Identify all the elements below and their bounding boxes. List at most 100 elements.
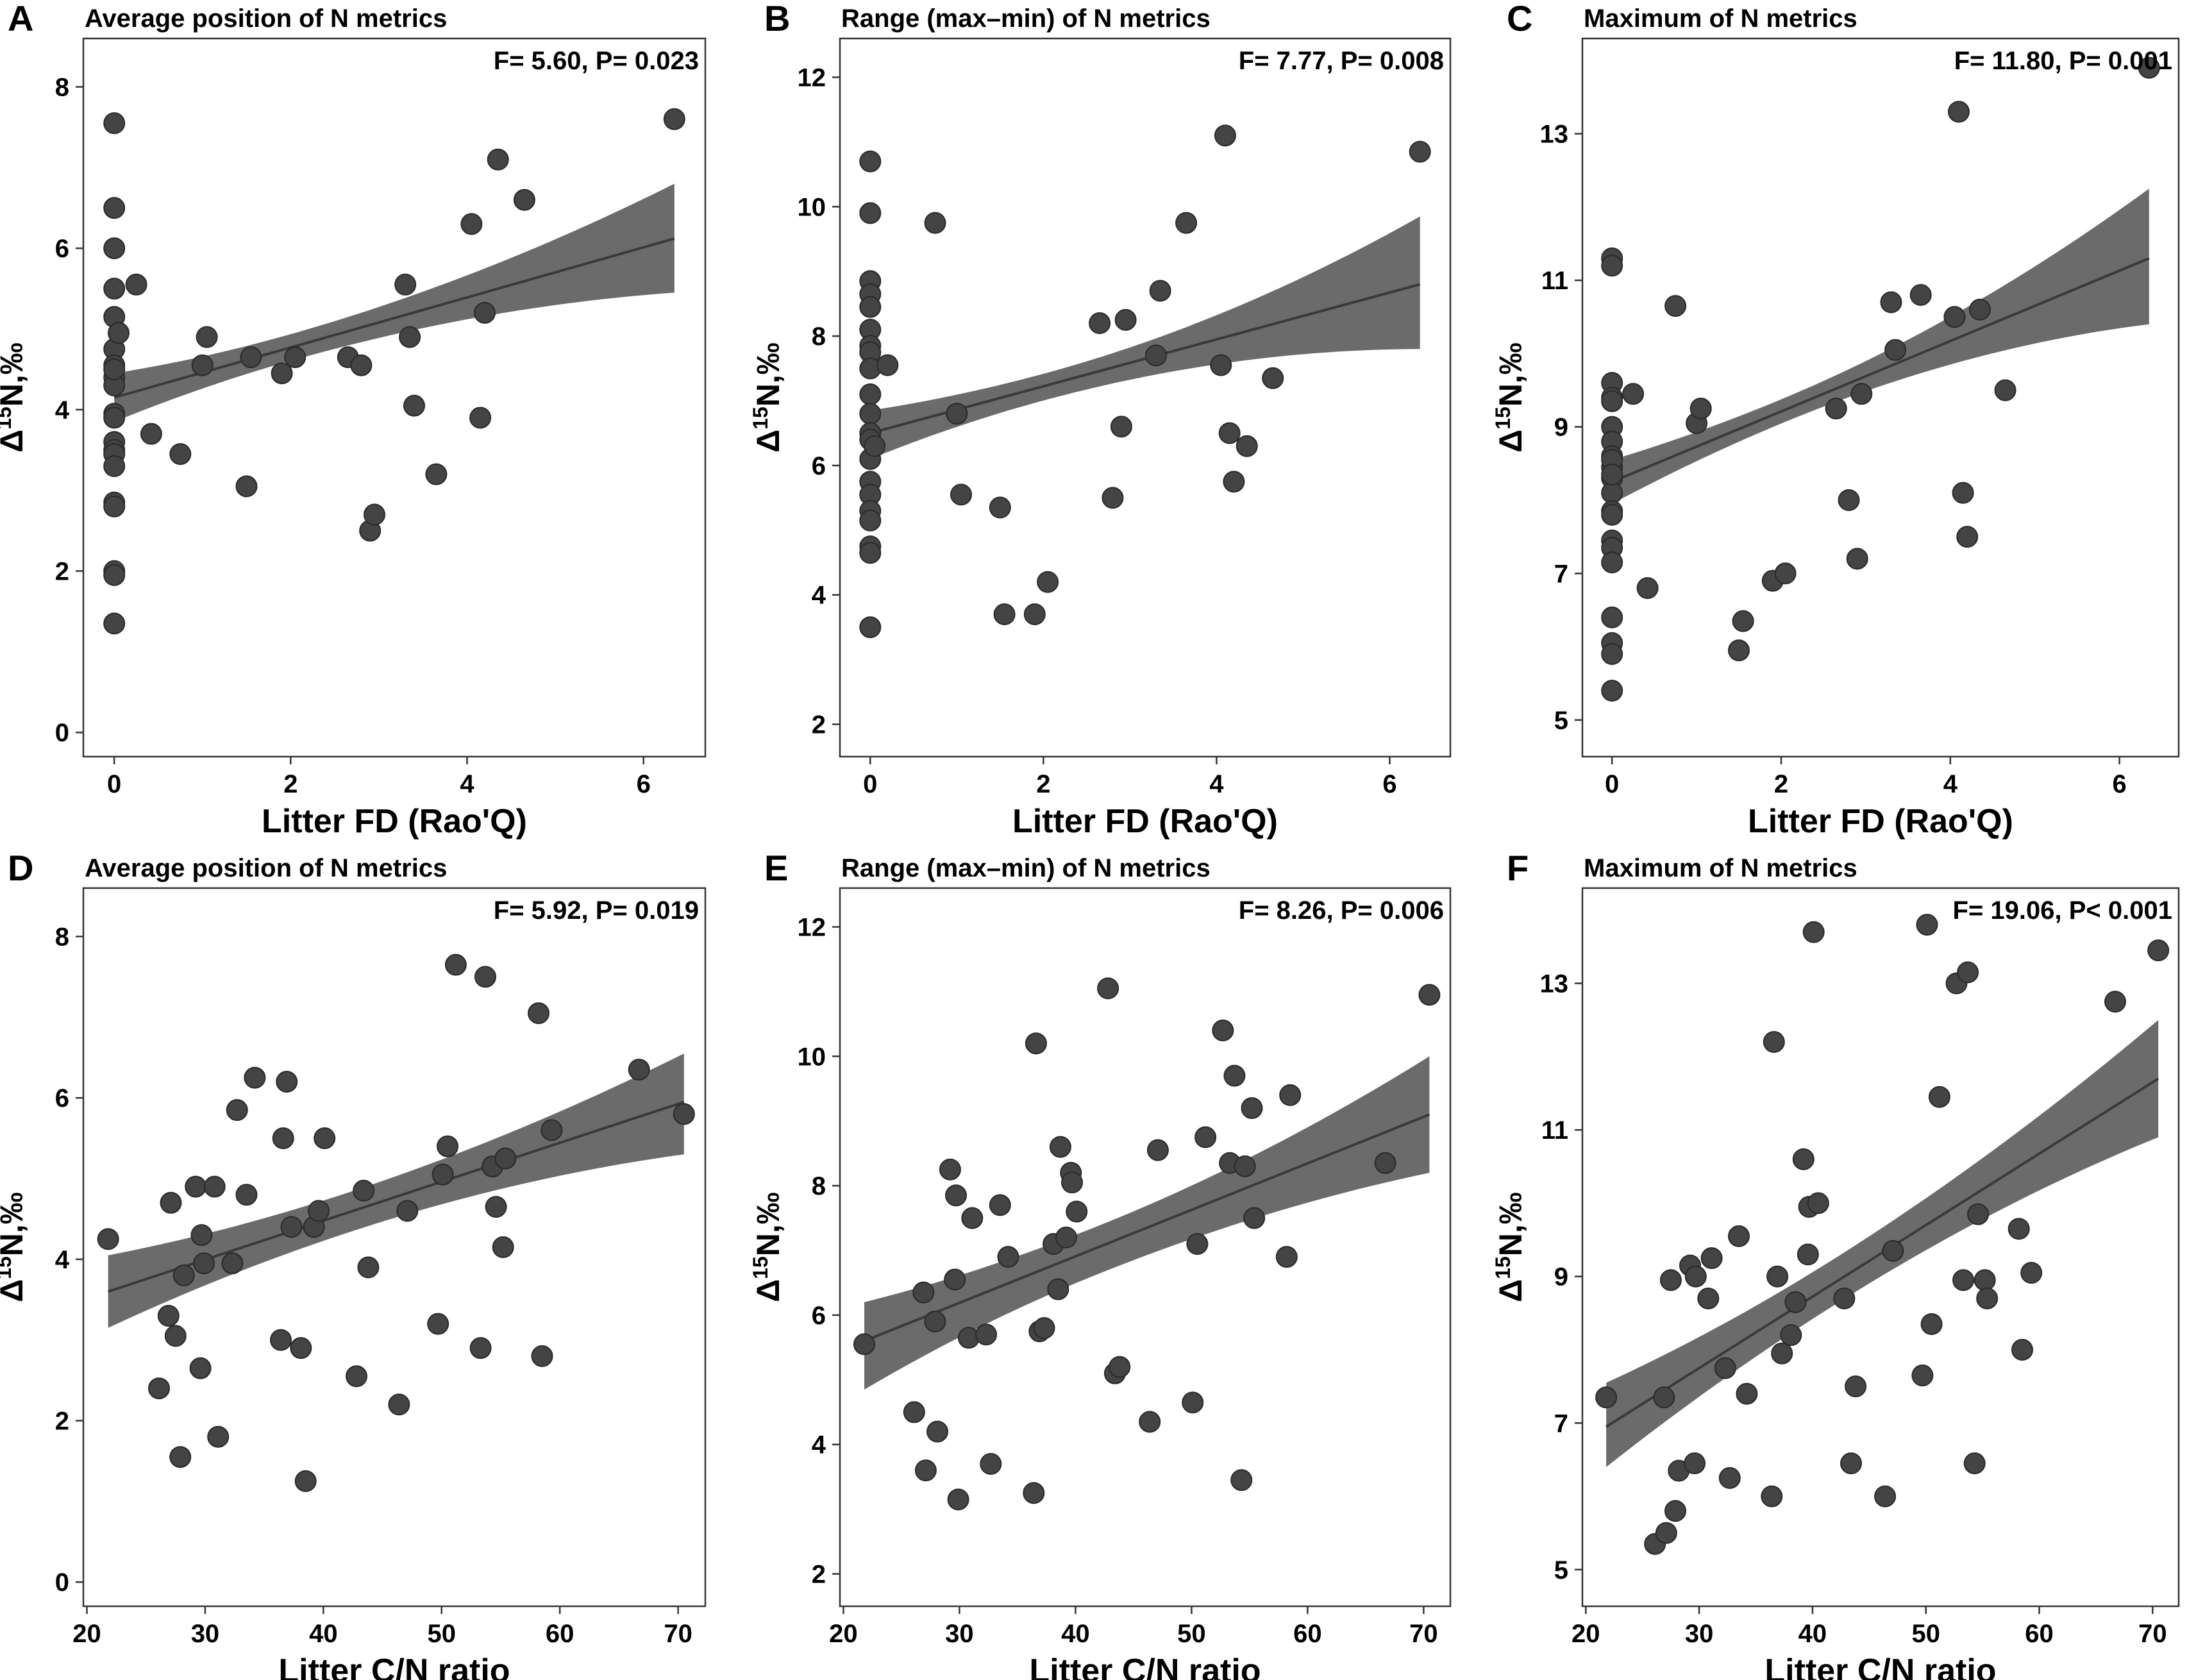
data-point <box>357 1256 380 1279</box>
y-label-superscript: 15 <box>0 407 15 430</box>
data-point <box>103 237 126 260</box>
data-point <box>1943 306 1966 328</box>
data-point <box>980 1453 1002 1475</box>
y-label-prefix: Δ <box>1493 1279 1529 1302</box>
y-tick-label: 5 <box>1554 1556 1568 1584</box>
y-label-superscript: 15 <box>1491 407 1514 430</box>
x-tick-label: 40 <box>1061 1620 1090 1648</box>
data-point <box>1194 1126 1217 1148</box>
data-point <box>270 1329 292 1351</box>
data-point <box>2138 56 2160 79</box>
y-label-superscript: 15 <box>1491 1256 1514 1279</box>
data-point <box>1928 1086 1950 1108</box>
data-point <box>469 1337 492 1359</box>
confidence-band <box>870 216 1420 459</box>
data-point <box>1049 1136 1071 1158</box>
y-label-rest: N,‰ <box>1493 342 1529 407</box>
data-point <box>432 1163 454 1186</box>
data-point <box>2007 1218 2030 1240</box>
data-point <box>1956 526 1979 548</box>
data-point <box>961 1207 984 1229</box>
data-point <box>1884 339 1907 361</box>
data-point <box>1659 1269 1682 1291</box>
x-tick-label: 0 <box>107 770 121 798</box>
x-tick-label: 4 <box>460 770 474 798</box>
data-point <box>1622 383 1645 405</box>
data-point <box>2011 1339 2033 1361</box>
data-point <box>193 1252 215 1275</box>
regression-line <box>864 1113 1430 1343</box>
data-point <box>1097 977 1119 1000</box>
x-axis-label: Litter C/N ratio <box>278 1652 510 1680</box>
data-point <box>190 1224 213 1247</box>
data-point <box>1601 606 1623 628</box>
data-point <box>903 1401 925 1424</box>
panel-title: Maximum of N metrics <box>1584 4 1857 33</box>
data-point <box>859 383 882 405</box>
data-point <box>1601 680 1623 702</box>
panel-a: A Average position of N metrics F= 5.60, P… <box>0 0 707 840</box>
data-point <box>103 358 126 380</box>
panel-label: C <box>1507 0 1532 38</box>
data-point <box>1114 308 1137 331</box>
data-point <box>487 148 509 171</box>
data-point <box>1684 1452 1706 1475</box>
data-point <box>859 542 882 564</box>
data-point <box>314 1127 336 1150</box>
y-tick-label: 13 <box>1540 970 1569 998</box>
data-point <box>280 1216 303 1238</box>
x-tick-label: 2 <box>283 770 298 798</box>
data-point <box>399 326 421 348</box>
data-point <box>172 1264 195 1286</box>
data-point <box>1055 1226 1077 1248</box>
stats-annotation: F= 11.80, P= 0.001 <box>1954 47 2172 75</box>
data-point <box>108 322 130 344</box>
data-point <box>1697 1288 1720 1309</box>
data-point <box>1780 1324 1802 1347</box>
data-point <box>226 1099 248 1121</box>
x-tick-label: 50 <box>428 1620 457 1648</box>
y-label-rest: N,‰ <box>0 1192 29 1256</box>
x-tick-label: 60 <box>2025 1620 2054 1648</box>
x-tick-label: 50 <box>1177 1620 1206 1648</box>
data-point <box>164 1325 187 1347</box>
confidence-band <box>1606 1020 2159 1467</box>
y-tick-label: 11 <box>1541 1116 1568 1145</box>
data-point <box>1771 1342 1793 1365</box>
y-tick-label: 5 <box>1554 707 1568 735</box>
x-tick-label: 4 <box>1209 770 1224 798</box>
data-point <box>1766 1265 1789 1288</box>
data-point <box>444 953 467 976</box>
data-point <box>103 612 126 635</box>
data-point <box>1212 1020 1234 1041</box>
x-tick-label: 4 <box>1943 770 1958 798</box>
x-tick-label: 6 <box>1382 770 1396 798</box>
y-tick-label: 0 <box>55 1568 69 1597</box>
panel-label: A <box>8 0 33 38</box>
data-point <box>1144 344 1167 367</box>
data-point <box>1241 1097 1263 1120</box>
data-point <box>1023 603 1046 625</box>
data-point <box>1850 383 1873 405</box>
panel-title: Average position of N metrics <box>85 4 447 33</box>
data-point <box>1807 1192 1829 1214</box>
panel-c: C Maximum of N metrics F= 11.80, P= 0.001 0… <box>1491 0 2180 840</box>
data-point <box>474 966 496 988</box>
data-point <box>1037 571 1059 593</box>
data-point <box>1732 610 1754 632</box>
data-point <box>1763 1031 1785 1053</box>
y-label-prefix: Δ <box>0 1279 29 1302</box>
data-point <box>1243 1207 1266 1229</box>
y-label-prefix: Δ <box>0 430 29 453</box>
data-point <box>1230 1469 1253 1491</box>
confidence-band <box>114 183 675 422</box>
data-point <box>1109 1356 1131 1378</box>
data-point <box>157 1305 180 1327</box>
panel-title: Average position of N metrics <box>85 854 447 882</box>
data-point <box>939 1158 961 1180</box>
x-tick-label: 40 <box>309 1620 338 1648</box>
data-point <box>1236 435 1258 457</box>
data-point <box>1218 422 1241 444</box>
data-point <box>1139 1411 1161 1433</box>
